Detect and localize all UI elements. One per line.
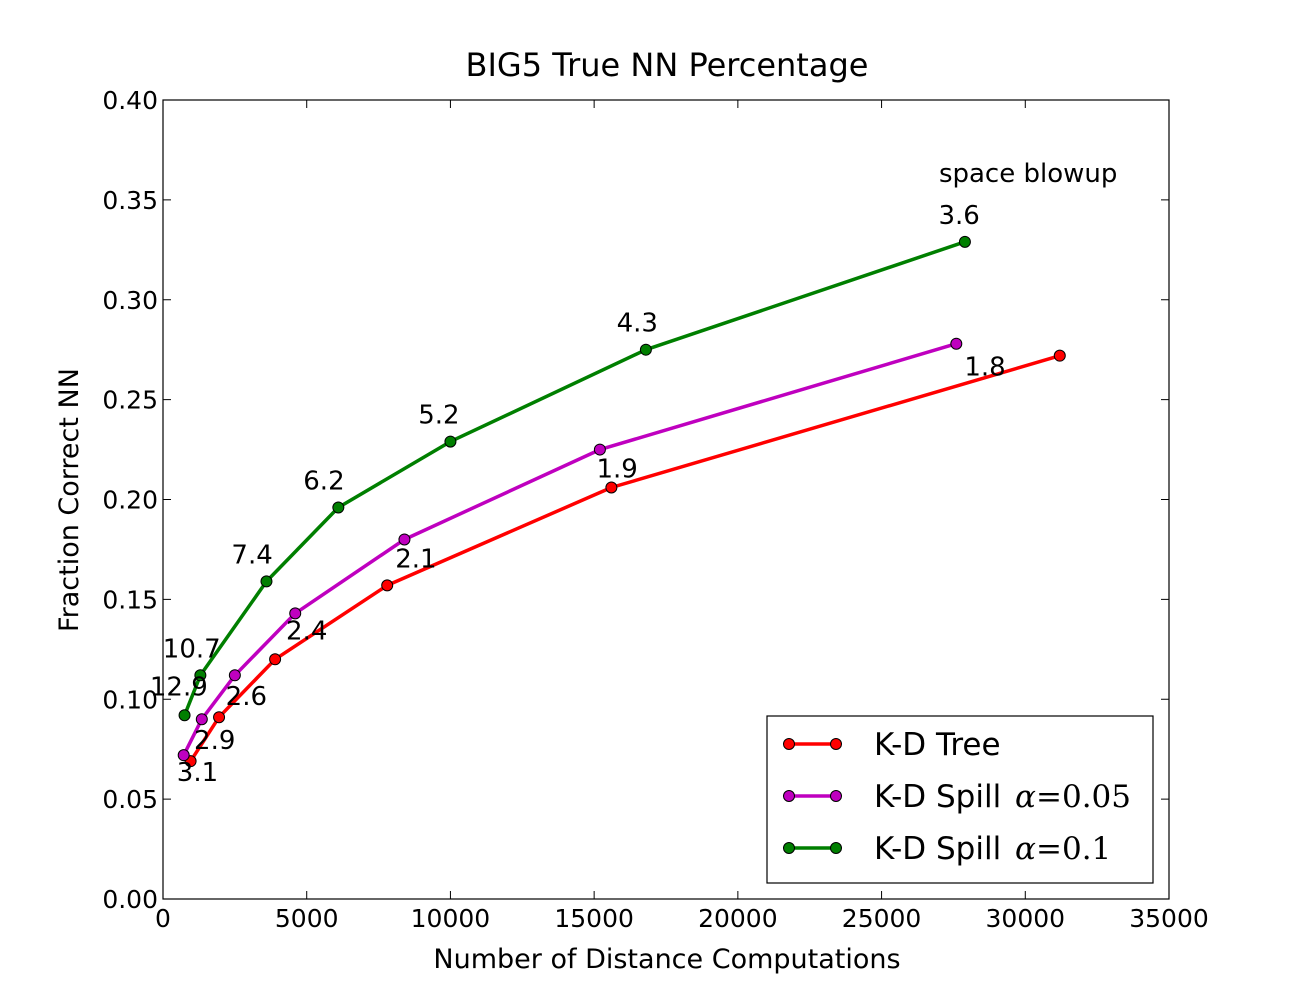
data-point bbox=[639, 343, 652, 356]
data-point bbox=[177, 749, 190, 762]
point-label: 6.2 bbox=[303, 467, 344, 497]
point-label: 4.3 bbox=[617, 309, 658, 339]
chart-title: BIG5 True NN Percentage bbox=[466, 46, 869, 84]
legend-series-name: K-D Spill bbox=[874, 779, 1011, 815]
data-point bbox=[444, 435, 457, 448]
data-point bbox=[260, 575, 273, 588]
x-tick-label: 15000 bbox=[554, 904, 634, 933]
x-tick-label: 10000 bbox=[411, 904, 491, 933]
point-label: 3.1 bbox=[177, 758, 218, 788]
legend-marker bbox=[830, 738, 842, 750]
data-point bbox=[269, 653, 282, 666]
y-axis-label: Fraction Correct NN bbox=[54, 368, 85, 632]
data-point bbox=[605, 481, 618, 494]
y-tick-label: 0.35 bbox=[102, 186, 158, 215]
x-tick-label: 35000 bbox=[1129, 904, 1209, 933]
y-tick-label: 0.40 bbox=[102, 86, 158, 115]
data-point bbox=[194, 669, 207, 682]
legend-equals-sign: = bbox=[1036, 779, 1062, 815]
legend-marker bbox=[783, 790, 795, 802]
legend-alpha-symbol: α bbox=[1015, 831, 1036, 867]
legend-series-name: K-D Tree bbox=[874, 727, 1001, 763]
legend-marker bbox=[783, 842, 795, 854]
legend-alpha-value: 0.1 bbox=[1062, 831, 1111, 867]
data-point bbox=[958, 235, 971, 248]
y-tick-label: 0.10 bbox=[102, 685, 158, 714]
point-label: 5.2 bbox=[418, 401, 459, 431]
x-tick-label: 30000 bbox=[986, 904, 1066, 933]
data-point bbox=[398, 533, 411, 546]
point-label: 2.6 bbox=[226, 682, 267, 712]
data-point bbox=[195, 713, 208, 726]
y-tick-label: 0.20 bbox=[102, 486, 158, 515]
legend-marker bbox=[830, 790, 842, 802]
legend-label-0: K-D Tree bbox=[874, 727, 1001, 763]
point-label: 1.8 bbox=[964, 353, 1005, 383]
y-tick-label: 0.30 bbox=[102, 286, 158, 315]
annotation-label: space blowup bbox=[939, 159, 1117, 189]
legend-series-name: K-D Spill bbox=[874, 831, 1011, 867]
point-label: 3.6 bbox=[938, 201, 979, 231]
legend-marker bbox=[830, 842, 842, 854]
series-line-0 bbox=[189, 354, 1061, 763]
data-point bbox=[332, 501, 345, 514]
x-tick-label: 20000 bbox=[698, 904, 778, 933]
x-tick-label: 25000 bbox=[842, 904, 922, 933]
y-tick-label: 0.15 bbox=[102, 585, 158, 614]
x-axis-label: Number of Distance Computations bbox=[433, 944, 900, 975]
legend-equals-sign: = bbox=[1036, 831, 1062, 867]
x-tick-label: 0 bbox=[155, 904, 171, 933]
legend-alpha-symbol: α bbox=[1015, 779, 1036, 815]
data-point bbox=[1053, 349, 1066, 362]
point-label: 2.9 bbox=[194, 726, 235, 756]
point-label: 10.7 bbox=[163, 634, 221, 664]
point-label: 7.4 bbox=[231, 540, 272, 570]
data-point bbox=[593, 443, 606, 456]
legend-alpha-value: 0.05 bbox=[1062, 779, 1131, 815]
y-tick-label: 0.05 bbox=[102, 785, 158, 814]
data-point bbox=[289, 607, 302, 620]
data-point bbox=[950, 337, 963, 350]
data-point bbox=[381, 579, 394, 592]
legend-label-1: K-D Spill α=0.05 bbox=[874, 779, 1131, 815]
point-label: 2.1 bbox=[395, 544, 436, 574]
plot-area: 0 5000 10000 15000 20000 25000 30000 35000 0.00 0… bbox=[102, 86, 1208, 933]
data-point bbox=[213, 711, 226, 724]
data-point bbox=[178, 709, 191, 722]
y-tick-label: 0.25 bbox=[102, 386, 158, 415]
y-tick-label: 0.00 bbox=[102, 885, 158, 914]
legend-label-2: K-D Spill α=0.1 bbox=[874, 831, 1111, 867]
x-tick-label: 5000 bbox=[275, 904, 339, 933]
point-label: 12.9 bbox=[150, 672, 208, 702]
legend-marker bbox=[783, 738, 795, 750]
point-label: 2.4 bbox=[286, 616, 327, 646]
axes-frame bbox=[162, 99, 1170, 900]
point-label: 1.9 bbox=[596, 455, 637, 485]
data-point bbox=[228, 669, 241, 682]
